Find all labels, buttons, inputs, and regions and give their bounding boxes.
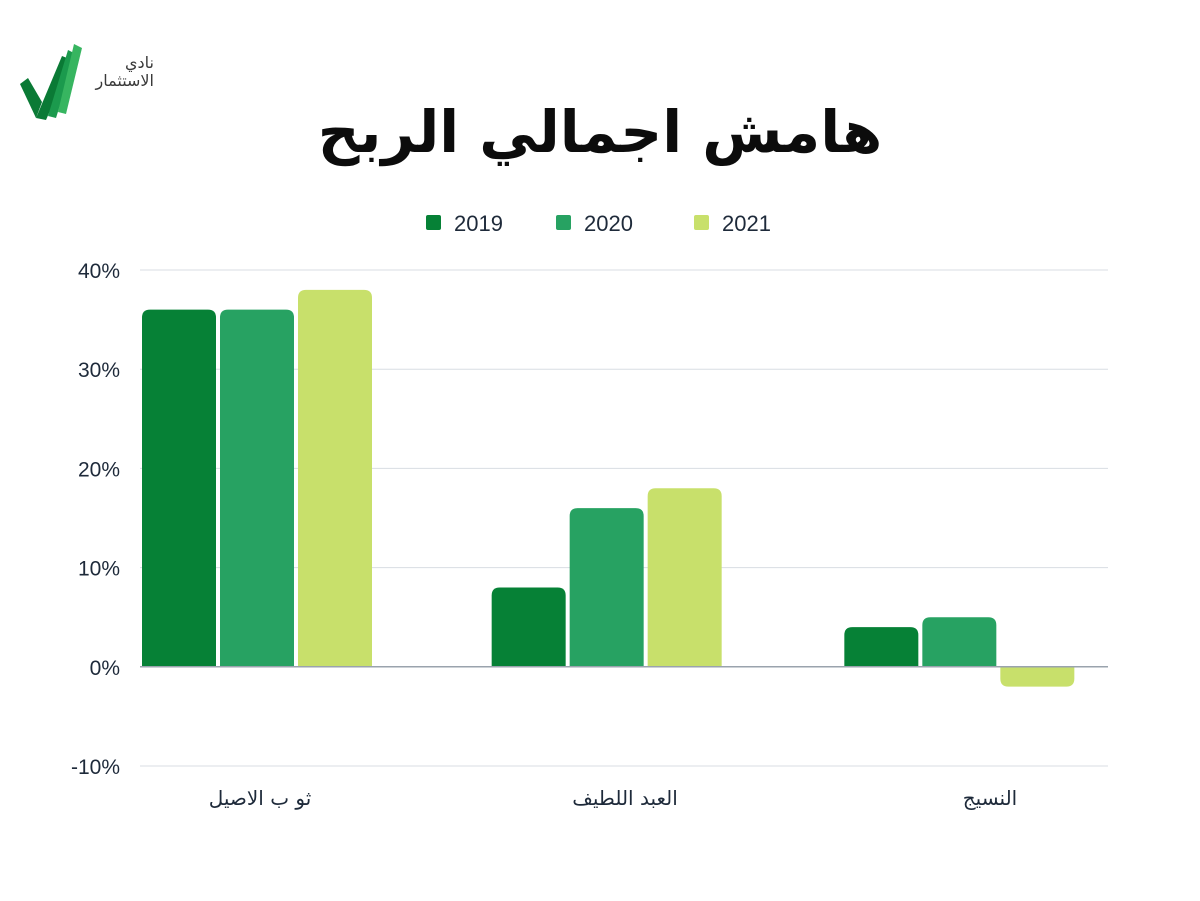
x-category-label: ثو ب الاصيل bbox=[209, 786, 312, 810]
bar-2020-0 bbox=[220, 309, 294, 667]
logo-mark-icon bbox=[20, 44, 82, 120]
logo-text-line2: الاستثمار bbox=[95, 71, 154, 90]
y-tick-label: 40% bbox=[78, 260, 120, 283]
y-tick-label: 30% bbox=[78, 359, 120, 382]
logo-text: نادي الاستثمار bbox=[80, 54, 154, 90]
y-tick-label: 20% bbox=[78, 458, 120, 481]
bar-2020-2 bbox=[922, 617, 997, 667]
legend-swatch bbox=[556, 215, 571, 230]
brand-logo: نادي الاستثمار bbox=[16, 36, 154, 120]
bar-2021-1 bbox=[647, 488, 722, 667]
legend-swatch bbox=[426, 215, 441, 230]
legend-label: 2019 bbox=[454, 211, 503, 236]
chart-title: هامش اجمالي الربح bbox=[317, 98, 883, 166]
x-category-label: العبد اللطيف bbox=[572, 786, 678, 810]
y-tick-label: 10% bbox=[78, 558, 120, 581]
bar-2021-0 bbox=[298, 289, 372, 667]
bar-2020-1 bbox=[569, 508, 644, 667]
y-tick-label: -10% bbox=[71, 756, 120, 779]
bar-2019-0 bbox=[142, 309, 216, 667]
x-category-label: النسيج bbox=[963, 786, 1017, 810]
legend-label: 2020 bbox=[584, 211, 633, 236]
logo-text-line1: نادي bbox=[125, 53, 154, 72]
y-tick-label: 0% bbox=[90, 657, 120, 680]
bar-2021-2 bbox=[1000, 666, 1075, 687]
legend-label: 2021 bbox=[722, 211, 771, 236]
legend-swatch bbox=[694, 215, 709, 230]
bar-2019-2 bbox=[844, 627, 919, 667]
bar-2019-1 bbox=[491, 587, 566, 667]
